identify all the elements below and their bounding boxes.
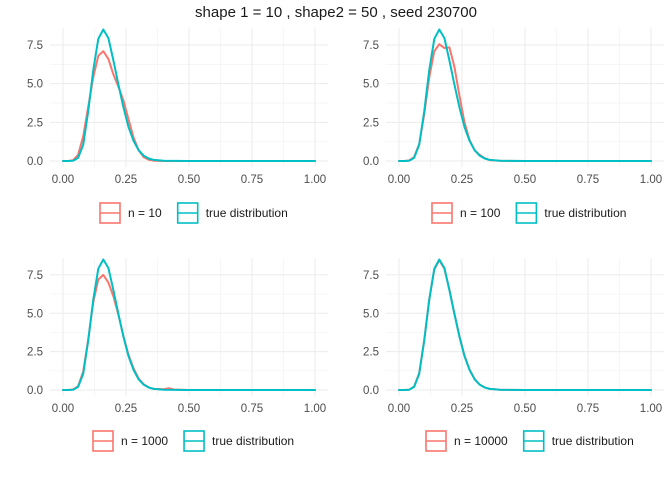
x-tick-label: 0.25 [451, 403, 473, 415]
y-tick-label: 7.5 [363, 40, 379, 52]
x-tick-label: 0.25 [115, 174, 137, 186]
panel-2: 0.00 0.25 0.50 0.75 1.00 0.0 2.5 5.0 7.5 n = 100 t… [363, 28, 664, 224]
x-tick-label: 1.00 [640, 174, 662, 186]
x-tick-label: 0.25 [115, 403, 137, 415]
legend-key-sample: n = 100 [431, 202, 501, 224]
x-tick-label: 1.00 [640, 403, 662, 415]
legend-key-sample: n = 10 [99, 202, 162, 224]
legend-label: true distribution [552, 434, 634, 448]
y-tick-label: 7.5 [27, 270, 43, 282]
true-density-line [398, 258, 652, 391]
y-tick-label: 5.0 [363, 79, 379, 91]
panel-1: 0.00 0.25 0.50 0.75 1.00 0.0 2.5 5.0 7.5 n = 10 tr… [27, 28, 328, 224]
legend-key-true: true distribution [176, 202, 288, 224]
panel-4: 0.00 0.25 0.50 0.75 1.00 0.0 2.5 5.0 7.5 n = 1000… [363, 258, 664, 452]
x-tick-label: 1.00 [304, 174, 326, 186]
y-tick-label: 5.0 [27, 79, 43, 91]
legend-label: n = 1000 [121, 434, 168, 448]
true-density-line [398, 28, 652, 162]
legend-key-true: true distribution [183, 430, 294, 452]
x-tick-label: 0.50 [178, 174, 200, 186]
legend-key-sample: n = 1000 [92, 430, 168, 452]
y-tick-label: 2.5 [27, 117, 43, 129]
legend-key-sample: n = 10000 [425, 430, 508, 452]
legend-label: true distribution [544, 206, 626, 220]
x-tick-label: 0.75 [577, 174, 599, 186]
x-tick-label: 0.25 [451, 174, 473, 186]
chart-title: shape 1 = 10 , shape2 = 50 , seed 230700 [195, 4, 477, 21]
x-tick-label: 0.00 [52, 174, 74, 186]
y-tick-label: 2.5 [27, 347, 43, 359]
legend-label: true distribution [206, 206, 288, 220]
true-density-line [62, 258, 316, 391]
y-tick-label: 7.5 [363, 270, 379, 282]
x-tick-label: 0.75 [241, 174, 263, 186]
y-tick-label: 2.5 [363, 117, 379, 129]
legend-label: n = 10 [128, 206, 162, 220]
x-tick-label: 0.50 [514, 174, 536, 186]
y-tick-label: 0.0 [27, 385, 43, 397]
panel-3: 0.00 0.25 0.50 0.75 1.00 0.0 2.5 5.0 7.5 n = 1000… [27, 258, 328, 452]
true-density-line [62, 28, 316, 162]
x-tick-label: 0.75 [241, 403, 263, 415]
legend-label: true distribution [212, 434, 294, 448]
legend-key-true: true distribution [515, 202, 626, 224]
legend-key-true: true distribution [522, 430, 634, 452]
y-tick-label: 7.5 [27, 40, 43, 52]
y-tick-label: 0.0 [27, 156, 43, 168]
x-tick-label: 0.50 [514, 403, 536, 415]
legend-label: n = 100 [460, 206, 501, 220]
y-tick-label: 5.0 [27, 308, 43, 320]
x-tick-label: 0.00 [388, 403, 410, 415]
x-tick-label: 0.50 [178, 403, 200, 415]
y-tick-label: 0.0 [363, 156, 379, 168]
y-tick-label: 2.5 [363, 347, 379, 359]
y-tick-label: 0.0 [363, 385, 379, 397]
x-tick-label: 0.00 [388, 174, 410, 186]
y-tick-label: 5.0 [363, 308, 379, 320]
x-tick-label: 0.00 [52, 403, 74, 415]
legend-label: n = 10000 [454, 434, 508, 448]
x-tick-label: 1.00 [304, 403, 326, 415]
x-tick-label: 0.75 [577, 403, 599, 415]
